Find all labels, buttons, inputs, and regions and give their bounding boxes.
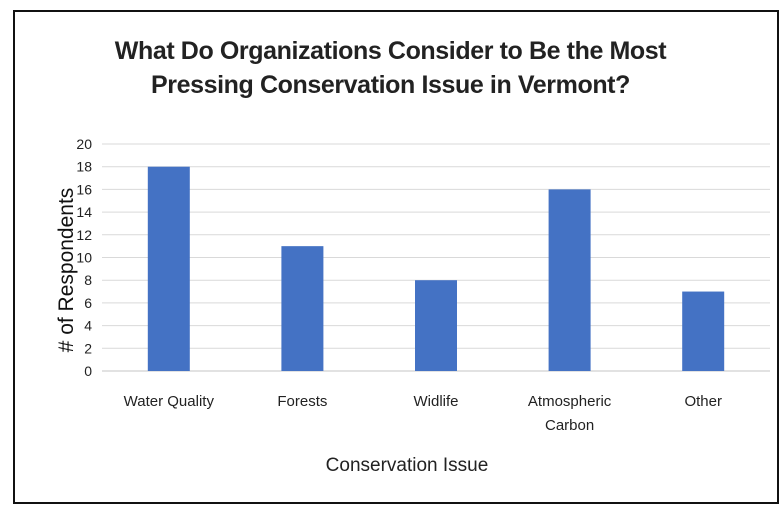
y-tick-label: 6 — [84, 295, 92, 311]
x-tick-label: Other — [684, 393, 722, 410]
chart-title-line-2: Pressing Conservation Issue in Vermont? — [151, 71, 630, 99]
x-tick-label: Carbon — [545, 417, 594, 434]
y-tick-label: 0 — [84, 363, 92, 379]
x-tick-labels: Water Quality Forests Widlife Atmospheric Ca… — [124, 393, 722, 434]
x-tick-label: Atmospheric — [528, 393, 612, 410]
bars — [147, 166, 725, 371]
chart-title: What Do Organizations Consider to Be the… — [0, 34, 781, 102]
x-axis-title: Conservation Issue — [326, 455, 489, 476]
y-tick-label: 2 — [84, 340, 92, 356]
y-tick-label: 20 — [76, 136, 92, 152]
bar-other — [682, 291, 725, 371]
y-tick-label: 12 — [76, 227, 92, 243]
y-tick-label: 4 — [84, 318, 92, 334]
x-tick-label: Widlife — [413, 393, 458, 410]
y-tick-label: 10 — [76, 250, 92, 266]
bar-forests — [281, 246, 324, 371]
y-tick-labels: 0 2 4 6 8 10 12 14 16 18 20 — [76, 136, 92, 379]
x-tick-label: Forests — [277, 393, 327, 410]
chart-title-line-1: What Do Organizations Consider to Be the… — [114, 37, 667, 65]
bar-atmospheric-carbon — [548, 189, 591, 371]
y-tick-label: 18 — [76, 159, 92, 175]
bar-water-quality — [147, 166, 190, 371]
x-tick-label: Water Quality — [124, 393, 215, 410]
bar-widlife — [415, 280, 457, 371]
y-tick-label: 14 — [76, 204, 92, 220]
y-tick-label: 16 — [76, 181, 92, 197]
y-tick-label: 8 — [84, 272, 92, 288]
